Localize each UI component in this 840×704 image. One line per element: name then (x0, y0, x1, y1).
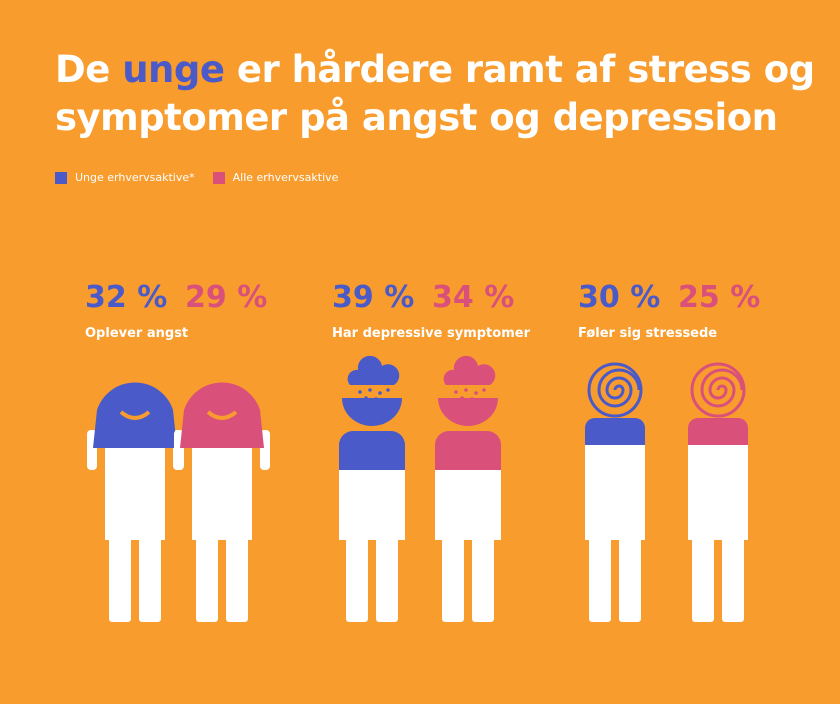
rain (378, 391, 382, 395)
percentage: 34 % (432, 280, 515, 315)
percentage: 25 % (678, 280, 761, 315)
body (105, 440, 165, 540)
percentage: 29 % (185, 280, 268, 315)
smile (206, 410, 238, 420)
rain (454, 390, 458, 394)
rain (482, 388, 486, 392)
percentage: 39 % (332, 280, 415, 315)
legend: Unge erhvervsaktive* Alle erhvervsaktive (55, 171, 338, 184)
body (435, 470, 501, 540)
group-label: Oplever angst (85, 326, 189, 341)
legend-swatch (212, 171, 225, 184)
group-label: Føler sig stressede (578, 326, 718, 341)
leg (619, 535, 641, 622)
leg (472, 535, 494, 622)
leg (109, 535, 131, 622)
leg (589, 535, 611, 622)
leg (722, 535, 744, 622)
rain (474, 391, 478, 395)
leg (196, 535, 218, 622)
percentage: 30 % (578, 280, 661, 315)
legend-label: Unge erhvervsaktive* (75, 171, 195, 184)
shoulders (688, 418, 748, 445)
leg (346, 535, 368, 622)
group-label: Har depressive symptomer (332, 326, 530, 341)
hair (180, 382, 264, 448)
spiral (597, 368, 641, 408)
leg (692, 535, 714, 622)
head (342, 398, 402, 426)
cloud (443, 355, 496, 385)
body (339, 470, 405, 540)
leg (226, 535, 248, 622)
rain (368, 388, 372, 392)
title: De unge er hårdere ramt af stress og symp… (55, 46, 815, 142)
smile (119, 410, 151, 420)
body (688, 445, 748, 540)
shoulders (435, 431, 501, 470)
legend-label: Alle erhvervsaktive (232, 171, 339, 184)
spiral-bg (587, 362, 643, 418)
legend-swatch (55, 171, 67, 184)
shoulders (339, 431, 405, 470)
leg (376, 535, 398, 622)
legend-item: Alle erhvervsaktive (212, 171, 339, 184)
percentage: 32 % (85, 280, 168, 315)
cloud (347, 355, 400, 385)
rain (358, 390, 362, 394)
spiral (700, 368, 744, 408)
title-text: er hårdere ramt af stress og (224, 48, 815, 91)
leg (139, 535, 161, 622)
rain (464, 388, 468, 392)
title-highlight: unge (122, 48, 225, 91)
title-text: De (55, 48, 123, 91)
spiral-bg (690, 362, 746, 418)
legend-item: Unge erhvervsaktive* (55, 171, 195, 184)
head (438, 398, 498, 426)
leg (442, 535, 464, 622)
body (192, 440, 252, 540)
title-text: symptomer på angst og depression (55, 96, 778, 139)
rain (386, 388, 390, 392)
shoulders (585, 418, 645, 445)
body (585, 445, 645, 540)
hair (93, 382, 177, 448)
